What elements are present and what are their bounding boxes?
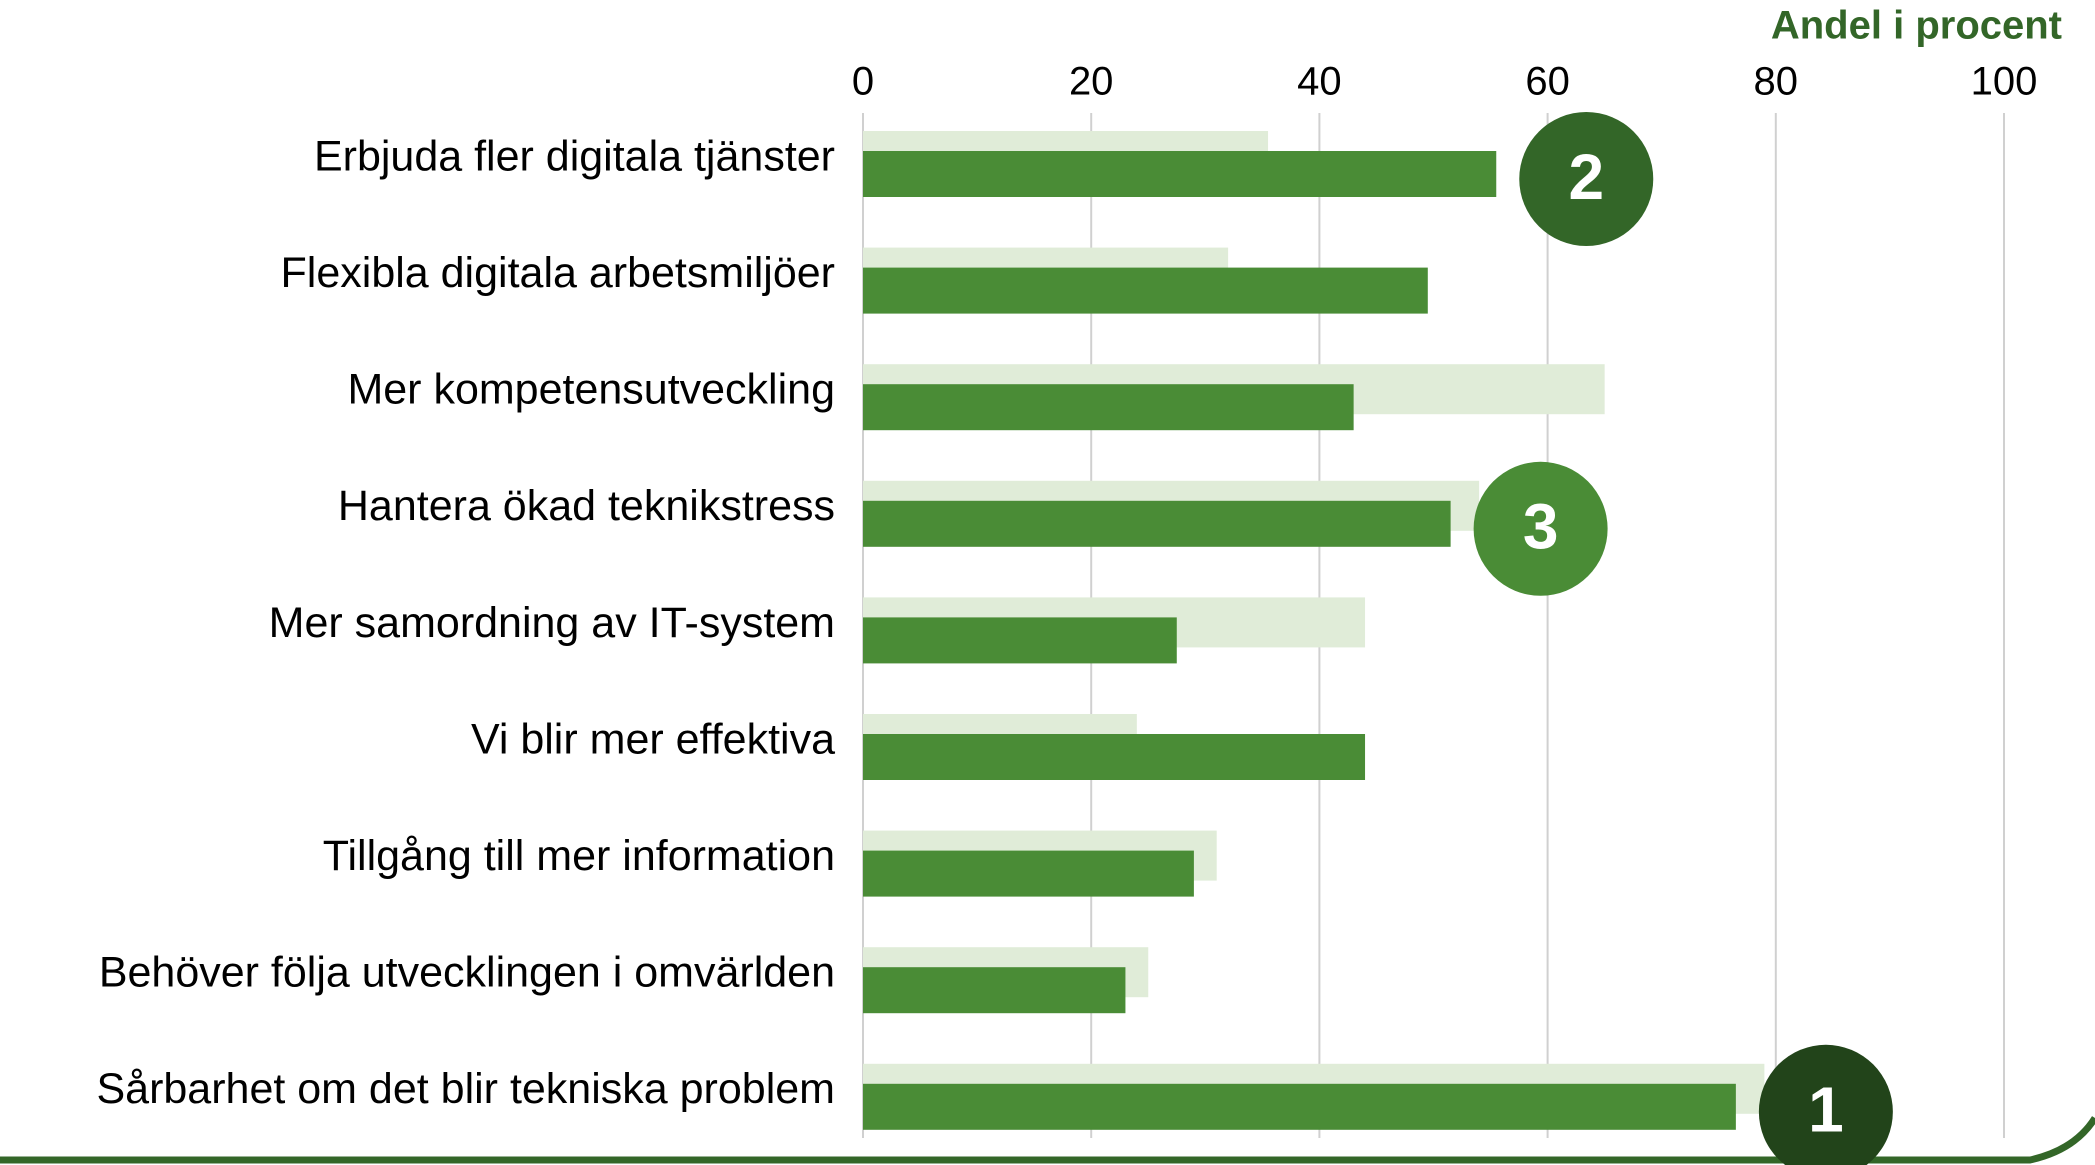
x-tick-label: 80 [1754,60,1799,104]
axis-label: Andel i procent [1771,4,2062,48]
bar [863,1083,1736,1130]
category-label: Sårbarhet om det blir tekniska problem [96,1065,835,1113]
rank-label: 1 [1808,1074,1844,1146]
category-label: Tillgång till mer information [323,832,835,880]
category-label: Vi blir mer effektiva [471,715,835,763]
bar [863,734,1366,780]
x-tick-label: 40 [1297,60,1342,104]
x-tick-label: 60 [1525,60,1570,104]
rank-badge [1758,1044,1893,1165]
rank-label: 3 [1523,491,1559,563]
bar [863,384,1354,431]
x-tick-label: 100 [1971,60,2038,104]
footer-line [0,1116,2095,1164]
category-label: Flexibla digitala arbetsmiljöer [281,249,835,297]
bar [863,967,1126,1014]
category-label: Hantera ökad teknikstress [338,482,835,530]
bar [863,850,1194,897]
bar [863,267,1428,314]
bar [863,500,1451,547]
rank-label: 2 [1568,141,1604,213]
x-tick-label: 0 [852,60,874,104]
category-label: Erbjuda fler digitala tjänster [314,132,835,180]
x-tick-label: 20 [1069,60,1114,104]
category-label: Mer kompetensutveckling [347,366,835,414]
bar [863,617,1177,664]
rank-badge [1519,112,1654,246]
bar [863,151,1497,197]
category-label: Behöver följa utvecklingen i omvärlden [99,949,835,997]
rank-badge [1473,461,1608,596]
category-label: Mer samordning av IT-system [269,599,835,647]
